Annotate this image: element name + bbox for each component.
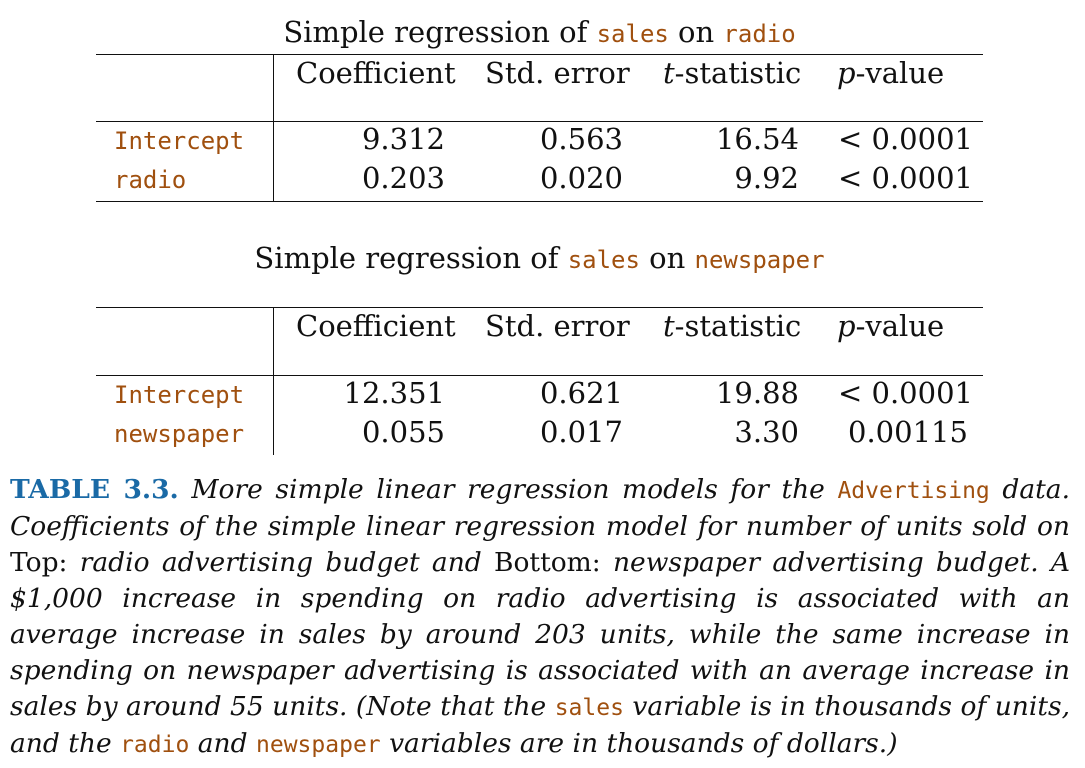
cell-t-statistic: 16.54 bbox=[715, 122, 799, 156]
row-label: newspaper bbox=[114, 420, 245, 448]
header-p-value: p-value bbox=[837, 308, 944, 344]
cell-std-error: 0.621 bbox=[539, 376, 623, 410]
cell-coefficient: 12.351 bbox=[343, 376, 445, 410]
t-suffix: -statistic bbox=[674, 56, 802, 90]
cell-t-statistic: 3.30 bbox=[734, 415, 799, 449]
caption-code: sales bbox=[554, 695, 624, 721]
cell-p-value: 0.00115 bbox=[848, 415, 968, 449]
caption-code: newspaper bbox=[256, 732, 381, 758]
mid-rule bbox=[96, 375, 983, 376]
cell-coefficient: 9.312 bbox=[361, 122, 445, 156]
caption-text: variables are in thousands of dollars.) bbox=[380, 728, 898, 759]
caption-text: radio advertising budget and bbox=[67, 547, 494, 578]
title-middle: on bbox=[639, 241, 695, 275]
caption-text: Top: bbox=[10, 547, 68, 578]
header-coefficient: Coefficient bbox=[296, 56, 456, 90]
caption-text: Bottom: bbox=[494, 547, 601, 578]
column-rule bbox=[273, 54, 274, 202]
p-suffix: -value bbox=[855, 56, 945, 90]
caption-text: More simple linear regression models for… bbox=[178, 474, 838, 505]
caption-text: data. Coefficients of the simple linear … bbox=[10, 474, 1071, 542]
cell-std-error: 0.563 bbox=[539, 122, 623, 156]
row-label: Intercept bbox=[114, 127, 245, 155]
p-symbol: p bbox=[837, 56, 856, 90]
p-suffix: -value bbox=[855, 309, 945, 343]
table-newspaper: Simple regression of sales on newspaper … bbox=[96, 240, 983, 456]
p-symbol: p bbox=[837, 309, 856, 343]
top-rule bbox=[96, 54, 983, 55]
table-title: Simple regression of sales on radio bbox=[96, 14, 983, 52]
table-title: Simple regression of sales on newspaper bbox=[96, 240, 983, 278]
caption-label: TABLE 3.3. bbox=[10, 474, 179, 505]
row-label: radio bbox=[114, 166, 187, 194]
caption-code: radio bbox=[120, 732, 190, 758]
cell-t-statistic: 9.92 bbox=[734, 161, 799, 195]
caption-code: Advertising bbox=[837, 478, 990, 504]
cell-p-value: < 0.0001 bbox=[838, 122, 973, 156]
caption-text: newspaper advertising budget. A $1,000 i… bbox=[10, 547, 1071, 722]
cell-coefficient: 0.203 bbox=[361, 161, 445, 195]
title-predictor: radio bbox=[723, 20, 796, 48]
cell-t-statistic: 19.88 bbox=[715, 376, 799, 410]
title-prefix: Simple regression of bbox=[283, 15, 597, 49]
title-response: sales bbox=[596, 20, 669, 48]
table-caption: TABLE 3.3. More simple linear regression… bbox=[10, 472, 1070, 763]
caption-text: and bbox=[189, 728, 257, 759]
row-label: Intercept bbox=[114, 381, 245, 409]
header-std-error: Std. error bbox=[485, 56, 630, 90]
header-t-statistic: t-statistic bbox=[663, 55, 801, 91]
column-rule bbox=[273, 307, 274, 455]
top-rule bbox=[96, 307, 983, 308]
table-radio: Simple regression of sales on radio Coef… bbox=[96, 12, 983, 202]
mid-rule bbox=[96, 121, 983, 122]
cell-std-error: 0.017 bbox=[539, 415, 623, 449]
header-std-error: Std. error bbox=[485, 309, 630, 343]
header-p-value: p-value bbox=[837, 55, 944, 91]
t-suffix: -statistic bbox=[674, 309, 802, 343]
t-symbol: t bbox=[663, 309, 675, 343]
title-middle: on bbox=[668, 15, 724, 49]
cell-coefficient: 0.055 bbox=[361, 415, 445, 449]
title-response: sales bbox=[567, 246, 640, 274]
bottom-rule bbox=[96, 201, 983, 202]
cell-p-value: < 0.0001 bbox=[838, 161, 973, 195]
cell-std-error: 0.020 bbox=[539, 161, 623, 195]
header-coefficient: Coefficient bbox=[296, 309, 456, 343]
title-predictor: newspaper bbox=[694, 246, 825, 274]
cell-p-value: < 0.0001 bbox=[838, 376, 973, 410]
header-t-statistic: t-statistic bbox=[663, 308, 801, 344]
t-symbol: t bbox=[663, 56, 675, 90]
caption-text: variable is in thousands of units, and t… bbox=[10, 691, 1070, 759]
title-prefix: Simple regression of bbox=[254, 241, 568, 275]
